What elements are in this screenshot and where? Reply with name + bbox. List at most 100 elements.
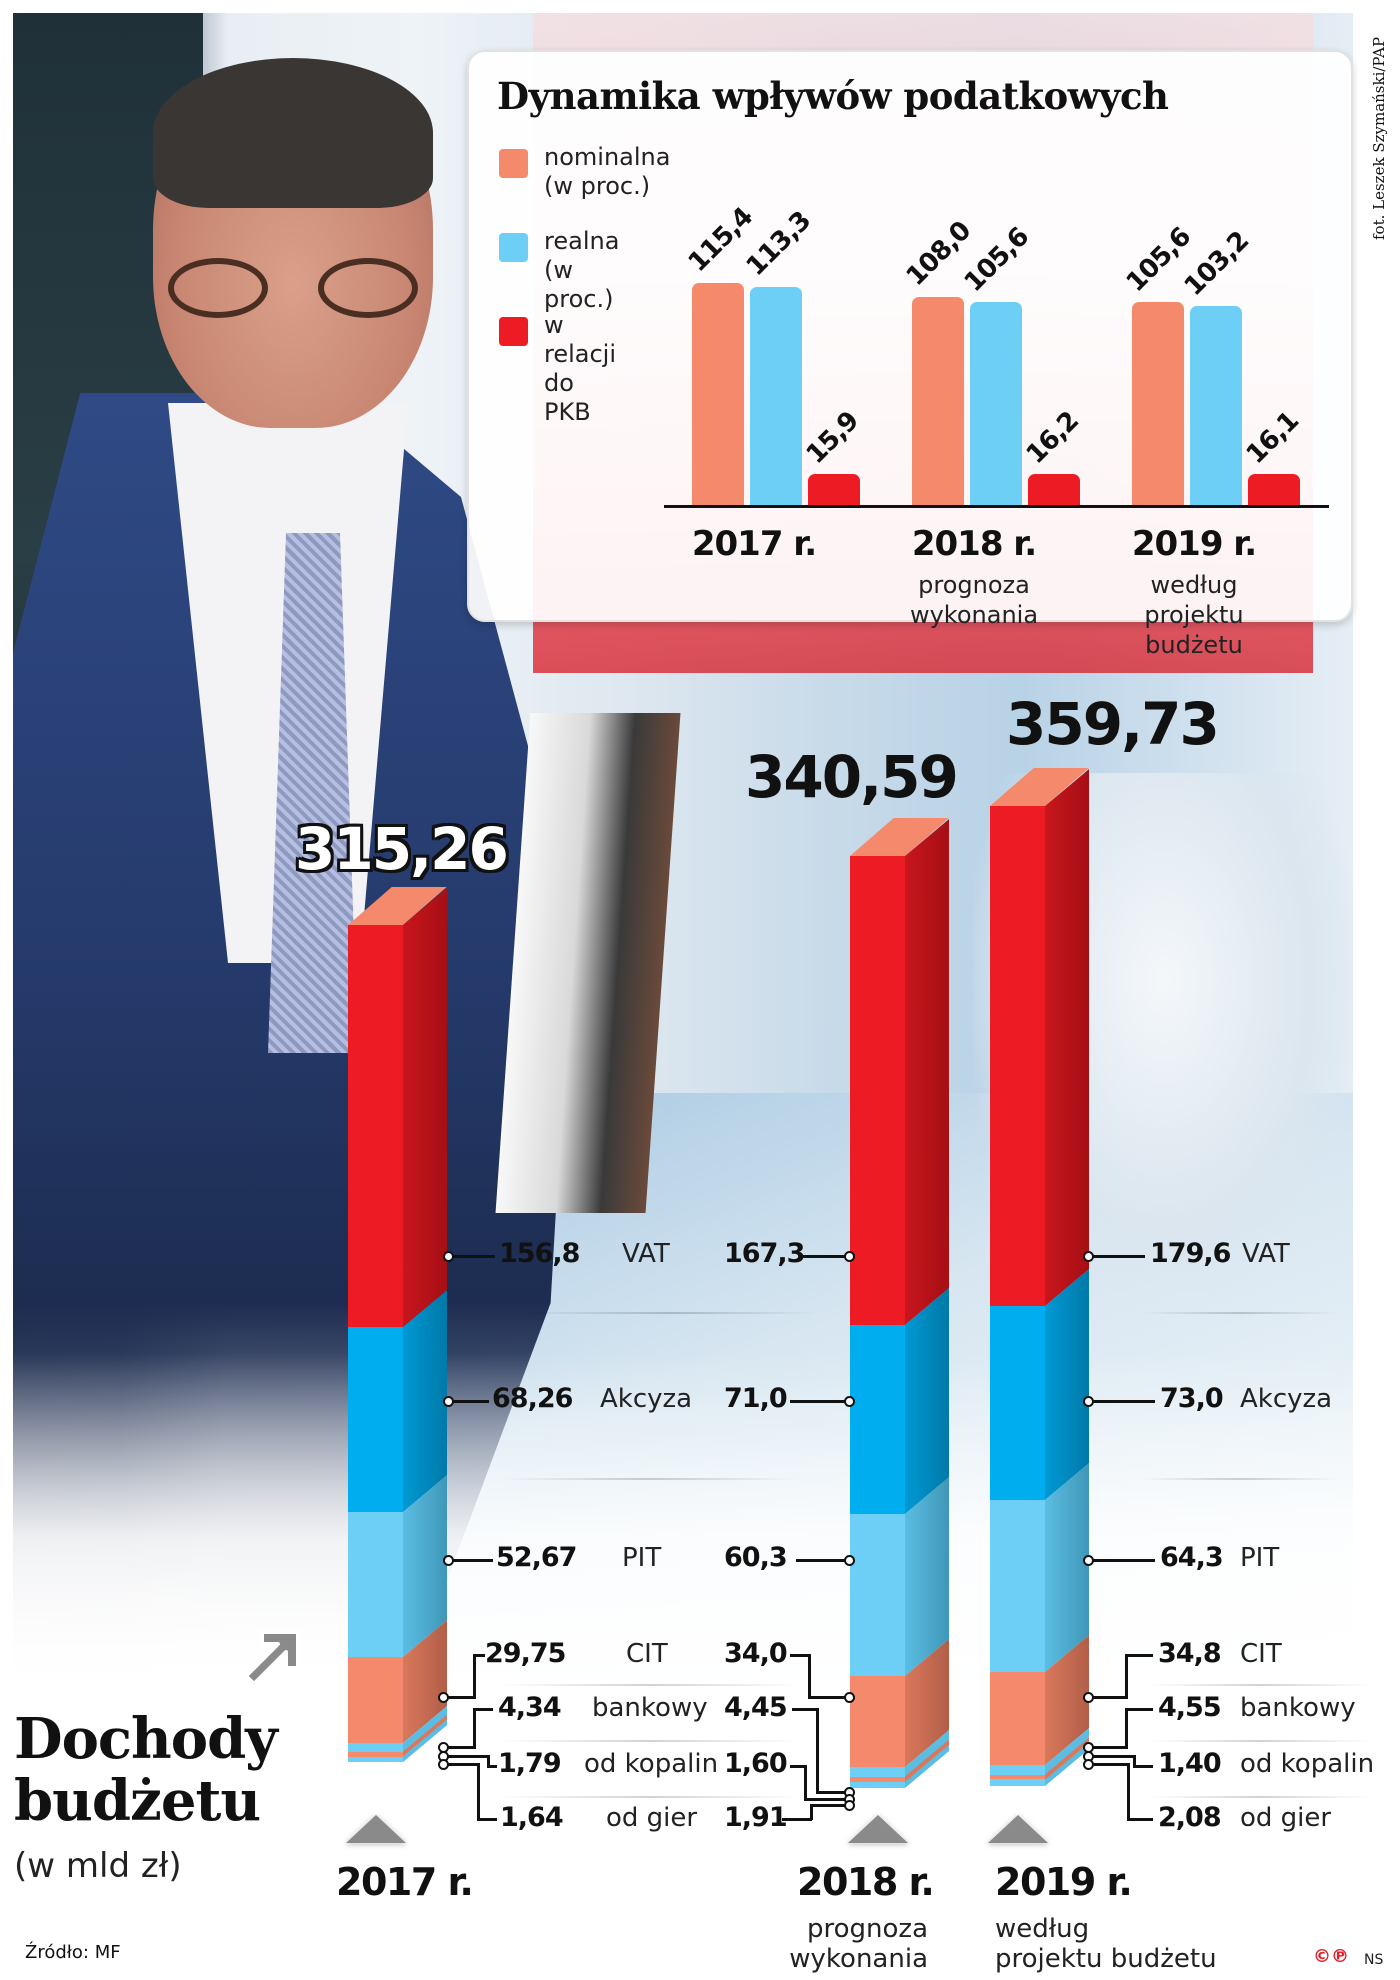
- total-2018: 340,59: [745, 743, 959, 811]
- category-gier: od gier: [606, 1803, 698, 1833]
- category-cit: CIT: [626, 1639, 668, 1669]
- leader-2018-cit: [808, 1696, 846, 1699]
- leader-2017-bankowy-h: [473, 1708, 493, 1711]
- category-2019-vat: VAT: [1242, 1239, 1290, 1269]
- value-2019-akcyza: 73,0: [1160, 1383, 1224, 1414]
- category-akcyza: Akcyza: [600, 1384, 693, 1414]
- value-2019-gier: 2,08: [1158, 1802, 1222, 1833]
- inset-bar-2019-real: [1190, 306, 1242, 505]
- value-2019-vat: 179,6: [1150, 1238, 1231, 1269]
- inset-bar-2018-gdp: [1028, 474, 1080, 505]
- bar-2017: [348, 887, 448, 1807]
- leader-2018-kopalin-v: [804, 1765, 807, 1800]
- bar-2019-gier: [990, 1779, 1045, 1786]
- value-2018-pit: 60,3: [724, 1542, 788, 1573]
- value-2018-vat: 167,3: [724, 1238, 805, 1269]
- leader-2019-bankowy-h: [1125, 1708, 1153, 1711]
- main-chart-unit: (w mld zł): [14, 1846, 182, 1886]
- value-2017-kopalin: 1,79: [498, 1748, 562, 1779]
- arrow-up-right-icon: [244, 1630, 300, 1686]
- bar-2018-cit: [850, 1676, 905, 1767]
- leader-dot-2018-cit: [844, 1692, 855, 1703]
- inset-bar-2019-gdp: [1248, 474, 1300, 505]
- bar-2018-vat-side: [905, 819, 949, 1325]
- triangle-marker-2019: [988, 1815, 1048, 1843]
- leader-dot-2018-akcyza: [844, 1396, 855, 1407]
- bar-2018: [850, 818, 950, 1808]
- leader-2017-cit-v: [473, 1654, 476, 1699]
- value-2018-bankowy: 4,45: [724, 1692, 788, 1723]
- row-separator: [1150, 1684, 1370, 1686]
- leader-2019-gier: [1093, 1763, 1129, 1766]
- row-separator: [1150, 1740, 1370, 1742]
- leader-2018-cit-h: [790, 1654, 810, 1657]
- leader-2017-kopalin: [448, 1755, 488, 1758]
- row-separator: [500, 1478, 800, 1480]
- row-separator: [1150, 1796, 1370, 1798]
- category-2019-pit: PIT: [1240, 1543, 1280, 1573]
- inset-bar-chart: 115,4 113,3 15,9 108,0 105,6 16,2 105,6 …: [664, 152, 1329, 659]
- leader-dot-2017-akcyza: [443, 1396, 454, 1407]
- leader-2017-gier-v: [477, 1763, 480, 1820]
- bar-2019-vat: [990, 806, 1045, 1306]
- bar-2017-kopalin: [348, 1752, 403, 1757]
- leader-2017-bankowy-v: [473, 1708, 476, 1749]
- bar-2019-kopalin: [990, 1775, 1045, 1779]
- row-separator: [500, 1684, 800, 1686]
- bar-2017-vat-side: [403, 888, 447, 1327]
- bar-2017-gier: [348, 1757, 403, 1762]
- bar-2019: [990, 768, 1090, 1808]
- leader-2019-cit: [1093, 1696, 1127, 1699]
- inset-chart-title: Dynamika wpływów podatkowych: [497, 74, 1169, 118]
- leader-2019-bankowy-v: [1125, 1708, 1128, 1749]
- inset-bar-2017-real: [750, 287, 802, 505]
- legend-label-real: realna (w proc.): [544, 227, 620, 313]
- category-2019-bankowy: bankowy: [1240, 1693, 1356, 1723]
- leader-2019-cit-v: [1125, 1654, 1128, 1699]
- leader-2019-gier-v: [1127, 1763, 1130, 1820]
- inset-chart-card: Dynamika wpływów podatkowych nominalna (…: [467, 50, 1353, 659]
- row-separator: [1140, 1312, 1340, 1314]
- leader-2017-bankowy: [448, 1746, 474, 1749]
- category-2019-kopalin: od kopalin: [1240, 1749, 1375, 1779]
- leader-2018-bankowy: [816, 1791, 846, 1794]
- bar-2018-gier: [850, 1782, 905, 1788]
- bar-2019-vat-side: [1045, 769, 1089, 1306]
- value-2019-bankowy: 4,55: [1158, 1692, 1222, 1723]
- copyright-icon: ©℗: [1313, 1946, 1349, 1967]
- leader-2018-gier-h: [782, 1818, 812, 1821]
- value-2019-cit: 34,8: [1158, 1638, 1222, 1669]
- leader-2017-pit: [453, 1559, 493, 1562]
- leader-2017-kopalin-h: [487, 1765, 497, 1768]
- bar-2019-cit: [990, 1672, 1045, 1765]
- bar-2018-vat: [850, 856, 905, 1325]
- leader-2019-cit-h: [1125, 1654, 1153, 1657]
- leader-2017-gier: [448, 1763, 478, 1766]
- value-2017-gier: 1,64: [500, 1802, 564, 1833]
- bar-2017-akcyza: [348, 1327, 403, 1512]
- leader-2018-gier: [810, 1804, 846, 1807]
- bar-2018-akcyza-side: [905, 1288, 949, 1514]
- leader-2017-vat: [453, 1255, 495, 1258]
- photo-person-hair: [153, 58, 433, 208]
- inset-bar-2018-real: [970, 302, 1022, 505]
- bar-2019-akcyza: [990, 1306, 1045, 1500]
- inset-value-2018-gdp: 16,2: [1020, 406, 1085, 470]
- inset-value-2019-gdp: 16,1: [1240, 406, 1305, 470]
- bar-2019-bankowy: [990, 1765, 1045, 1775]
- photo-person-tie: [268, 533, 358, 1053]
- category-pit: PIT: [622, 1543, 662, 1573]
- photo-fade: [13, 1353, 1353, 1693]
- leader-2019-vat: [1093, 1255, 1145, 1258]
- photo-person-glasses: [168, 258, 428, 318]
- year-label-2018: 2018 r.: [797, 1860, 935, 1904]
- value-2017-cit: 29,75: [485, 1638, 566, 1669]
- value-2018-cit: 34,0: [724, 1638, 788, 1669]
- leader-2019-pit: [1093, 1559, 1155, 1562]
- category-kopalin: od kopalin: [584, 1749, 719, 1779]
- category-bankowy: bankowy: [592, 1693, 708, 1723]
- inset-year-2019: 2019 r.: [1131, 524, 1257, 564]
- year-label-2019: 2019 r.: [995, 1860, 1133, 1904]
- bar-2019-pit: [990, 1500, 1045, 1672]
- leader-2019-kopalin-h: [1133, 1765, 1153, 1768]
